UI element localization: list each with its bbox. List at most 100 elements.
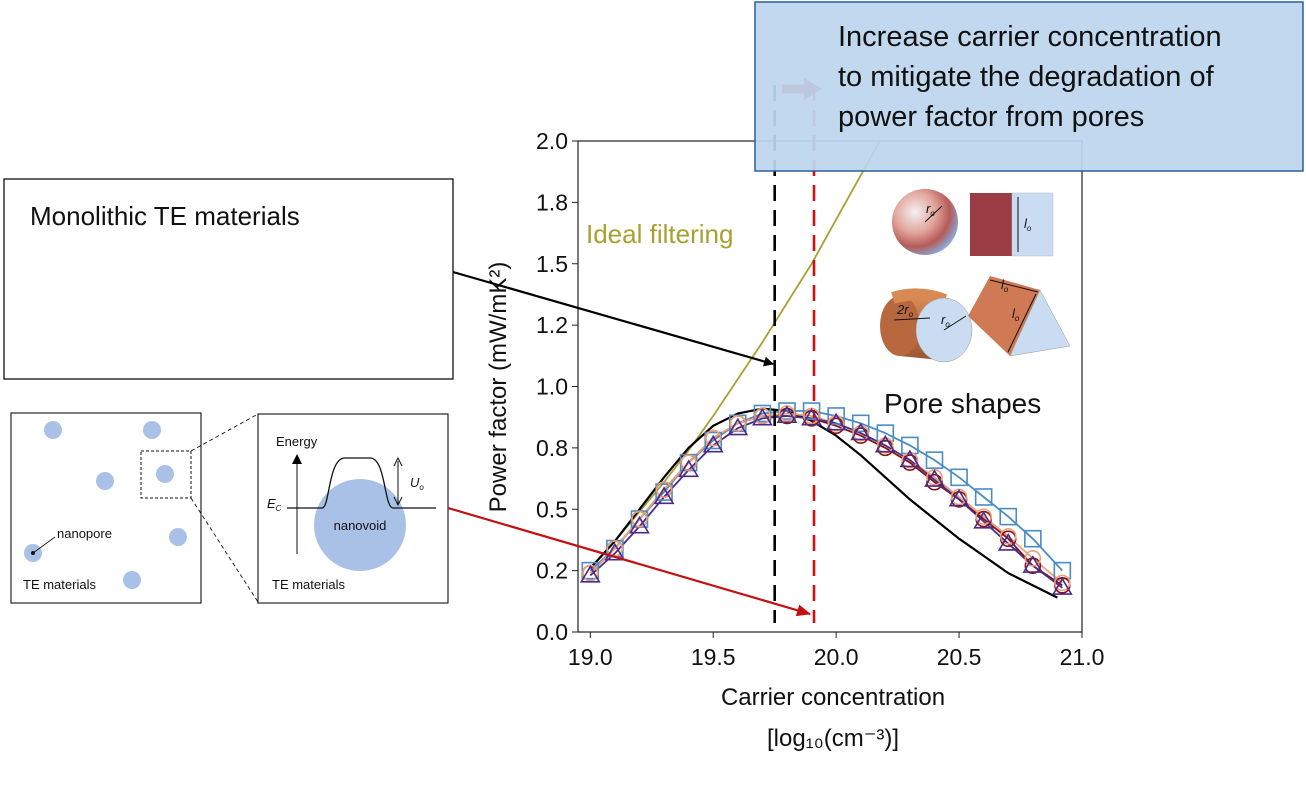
nanopore-dot — [156, 465, 174, 483]
circle-marker — [1054, 574, 1071, 592]
energy-barrier-curve — [287, 457, 436, 509]
cube-edge-label: lo — [1024, 216, 1032, 233]
power-factor-plot: 19.0 19.5 20.0 20.5 21.0 0.0 0.2 0.5 0.8 1.0 1.2 1… — [485, 78, 1104, 752]
circle-marker — [1024, 550, 1042, 567]
pore-shapes-illustration: ro lo ro 2ro lo lo — [880, 189, 1071, 363]
square-marker — [950, 468, 968, 487]
y-tick-label: 2.0 — [536, 128, 568, 154]
triangle-marker — [1051, 577, 1073, 595]
energy-axis-label: Energy — [276, 434, 318, 449]
circle-marker — [729, 415, 747, 432]
y-tick-label: 0.2 — [536, 558, 568, 584]
triangle-marker — [874, 434, 896, 453]
square-marker — [999, 507, 1018, 526]
series-line-2 — [589, 410, 1063, 572]
ec-label: EC — [267, 496, 282, 513]
triangle-marker — [850, 422, 872, 441]
square-marker — [778, 402, 796, 420]
x-tick-label: 20.0 — [814, 644, 859, 670]
pore-shapes-label: Pore shapes — [884, 388, 1041, 419]
zoom-region — [140, 450, 192, 499]
x-tick-label: 19.5 — [691, 644, 736, 670]
cylinder-diameter-label: 2ro — [896, 302, 914, 319]
uo-label: Uo — [410, 475, 424, 492]
x-axis-label: Carrier concentration — [721, 684, 945, 711]
y-tick-label: 0.5 — [536, 496, 568, 522]
triangle-marker — [825, 412, 847, 431]
triangle-marker — [997, 533, 1019, 551]
callout-line-2: to mitigate the degradation of — [838, 61, 1215, 93]
sphere-radius-label: ro — [926, 201, 935, 218]
y-tick-label: 0.0 — [536, 619, 568, 645]
nanovoid-label: nanovoid — [334, 518, 387, 533]
square-marker — [802, 402, 821, 420]
triangle-marker — [924, 469, 945, 487]
nanopore-dot — [123, 571, 141, 589]
triangle-marker — [653, 486, 675, 505]
circle-marker — [999, 527, 1017, 545]
triangle-marker — [1022, 555, 1044, 573]
triangle-marker — [973, 510, 995, 529]
nanopore-dot — [44, 421, 62, 439]
callout-box: Increase carrier concentration to mitiga… — [754, 1, 1304, 172]
nanopore-dot — [143, 421, 161, 439]
te-materials-left-label: TE materials — [23, 577, 96, 592]
square-marker — [655, 483, 673, 501]
nanopore-dot — [169, 528, 187, 546]
square-marker — [704, 431, 723, 450]
triangle-marker — [579, 564, 601, 583]
cylinder-radius-label: ro — [941, 312, 950, 329]
circle-marker — [680, 454, 697, 471]
callout-line-1: Increase carrier concentration — [838, 21, 1222, 53]
square-marker — [925, 451, 944, 469]
x-axis-unit-label: [log₁₀(cm⁻³)] — [767, 725, 899, 752]
monolithic-label: Monolithic TE materials — [30, 201, 300, 231]
x-tick-label: 21.0 — [1060, 644, 1105, 670]
triangle-marker — [801, 407, 822, 426]
y-axis-ticks: 0.0 0.2 0.5 0.8 1.0 1.2 1.5 1.8 2.0 — [536, 128, 578, 645]
y-tick-label: 1.0 — [536, 374, 568, 400]
triangle-marker — [776, 405, 798, 424]
y-axis-label: Power factor (mW/mK²) — [485, 262, 512, 513]
vertical-reference-lines — [773, 85, 816, 623]
square-marker — [1024, 529, 1042, 548]
callout-line-3: power factor from pores — [838, 101, 1144, 133]
series-line-5 — [589, 415, 1063, 589]
triangle-marker — [604, 542, 626, 561]
circle-marker — [631, 510, 648, 528]
square-marker — [753, 404, 772, 423]
nanopore-dot — [96, 472, 114, 490]
series-line-0 — [589, 141, 881, 569]
triangle-marker — [899, 449, 921, 468]
y-tick-label: 1.8 — [536, 189, 568, 215]
circle-marker — [704, 429, 722, 447]
marker-group — [579, 402, 1073, 595]
triangle-marker — [629, 515, 650, 534]
monolithic-box: Monolithic TE materials — [3, 178, 454, 380]
square-marker — [827, 407, 845, 425]
square-marker — [851, 414, 870, 433]
triangle-marker — [727, 417, 749, 436]
x-tick-label: 19.0 — [568, 644, 613, 670]
prism-pore: lo lo — [968, 276, 1071, 357]
nanopore-schematic: nanopore TE materials — [10, 412, 259, 604]
triangle-marker — [702, 434, 724, 453]
ideal-filtering-label: Ideal filtering — [586, 219, 733, 249]
circle-marker — [975, 508, 992, 525]
energy-diagram: nanovoid Energy EC Uo TE materials — [257, 413, 449, 604]
triangle-marker — [751, 407, 773, 426]
series-line-1 — [589, 407, 1058, 599]
cylinder-pore: ro 2ro — [880, 288, 973, 363]
nanovoid-circle — [314, 479, 406, 571]
pores-arrow — [447, 506, 811, 617]
x-tick-label: 20.5 — [937, 644, 982, 670]
square-marker — [974, 488, 993, 506]
monolithic-arrow — [452, 270, 774, 367]
square-marker — [581, 561, 600, 580]
prism-length-label: lo — [1012, 306, 1020, 323]
prism-edge-label: lo — [1001, 277, 1009, 294]
te-materials-right-label: TE materials — [272, 577, 345, 592]
x-axis-ticks: 19.0 19.5 20.0 20.5 21.0 — [568, 632, 1104, 670]
triangle-marker — [678, 459, 700, 478]
